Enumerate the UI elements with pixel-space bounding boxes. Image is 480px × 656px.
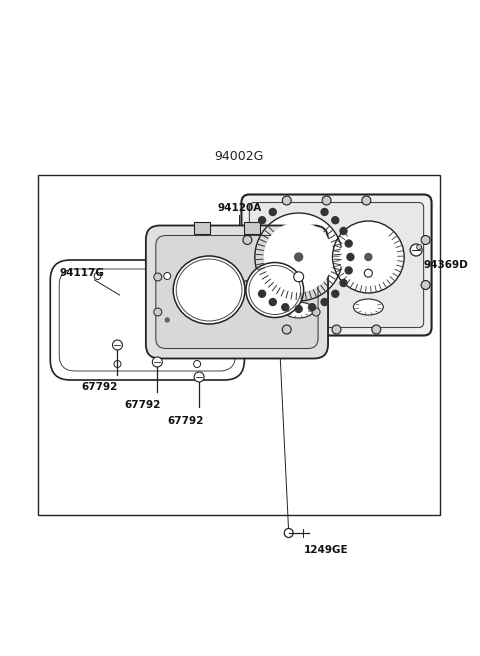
- Circle shape: [165, 318, 169, 322]
- Circle shape: [332, 216, 339, 224]
- Circle shape: [114, 361, 121, 367]
- Text: 94120A: 94120A: [217, 203, 261, 213]
- Circle shape: [321, 298, 328, 306]
- Circle shape: [309, 304, 315, 311]
- Circle shape: [362, 196, 371, 205]
- Circle shape: [417, 245, 421, 249]
- Text: 67792: 67792: [167, 416, 204, 426]
- Text: 67792: 67792: [82, 382, 118, 392]
- Ellipse shape: [246, 262, 304, 318]
- Circle shape: [194, 372, 204, 382]
- Circle shape: [333, 221, 404, 293]
- Circle shape: [282, 325, 291, 334]
- FancyBboxPatch shape: [50, 260, 244, 380]
- FancyBboxPatch shape: [146, 226, 328, 358]
- Circle shape: [152, 357, 162, 367]
- FancyBboxPatch shape: [59, 269, 236, 371]
- Circle shape: [345, 267, 352, 274]
- Circle shape: [347, 253, 354, 260]
- Circle shape: [94, 272, 101, 279]
- Circle shape: [294, 272, 304, 282]
- Text: 94117G: 94117G: [60, 268, 105, 278]
- Circle shape: [332, 325, 341, 334]
- Circle shape: [295, 253, 303, 261]
- Bar: [244, 222, 260, 234]
- Circle shape: [282, 196, 291, 205]
- Circle shape: [269, 298, 276, 306]
- Circle shape: [365, 253, 372, 260]
- Circle shape: [345, 240, 352, 247]
- FancyBboxPatch shape: [156, 236, 318, 348]
- Circle shape: [321, 209, 328, 215]
- Circle shape: [322, 196, 331, 205]
- Circle shape: [372, 325, 381, 334]
- FancyBboxPatch shape: [250, 203, 424, 327]
- Circle shape: [312, 308, 320, 316]
- Bar: [194, 222, 210, 234]
- Circle shape: [269, 209, 276, 215]
- Circle shape: [284, 529, 293, 537]
- Circle shape: [243, 281, 252, 289]
- Circle shape: [340, 229, 396, 285]
- Ellipse shape: [176, 259, 242, 321]
- Circle shape: [154, 308, 162, 316]
- Circle shape: [243, 236, 252, 245]
- Circle shape: [332, 290, 339, 297]
- Circle shape: [164, 272, 171, 279]
- Ellipse shape: [284, 302, 313, 318]
- Circle shape: [340, 279, 347, 287]
- Bar: [38, 175, 440, 515]
- FancyBboxPatch shape: [241, 194, 432, 335]
- Circle shape: [295, 306, 302, 312]
- Ellipse shape: [249, 266, 300, 314]
- Circle shape: [421, 236, 430, 245]
- Circle shape: [410, 244, 422, 256]
- Circle shape: [259, 216, 265, 224]
- Circle shape: [264, 222, 333, 291]
- Circle shape: [259, 290, 265, 297]
- Text: 67792: 67792: [124, 400, 161, 410]
- Circle shape: [255, 213, 342, 301]
- Circle shape: [193, 361, 201, 367]
- Ellipse shape: [173, 256, 245, 324]
- Circle shape: [421, 281, 430, 289]
- Ellipse shape: [353, 299, 384, 315]
- Circle shape: [112, 340, 122, 350]
- Circle shape: [282, 304, 289, 311]
- Circle shape: [340, 228, 347, 234]
- Text: 94369D: 94369D: [423, 260, 468, 270]
- Circle shape: [154, 273, 162, 281]
- Text: 1249GE: 1249GE: [304, 545, 348, 555]
- Text: 94002G: 94002G: [214, 150, 264, 163]
- Circle shape: [364, 269, 372, 277]
